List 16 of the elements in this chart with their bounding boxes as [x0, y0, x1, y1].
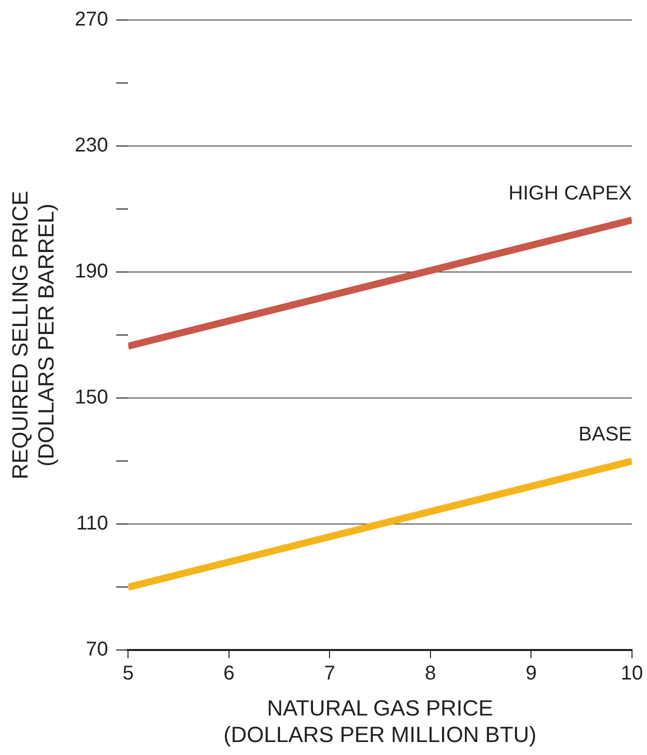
series-label: BASE: [578, 424, 632, 446]
x-tick-label: 7: [324, 662, 336, 685]
y-tick-label: 270: [74, 8, 108, 31]
x-axis-title: NATURAL GAS PRICE (DOLLARS PER MILLION BTU): [224, 695, 536, 747]
y-tick-label: 70: [86, 638, 108, 661]
x-tick-label: 10: [620, 662, 643, 685]
y-axis-title: REQUIRED SELLING PRICE (DOLLARS PER BARREL): [7, 190, 59, 480]
y-tick-label: 150: [74, 386, 108, 409]
y-tick-label: 230: [74, 134, 108, 157]
x-tick-label: 8: [424, 662, 436, 685]
x-tick-label: 9: [526, 662, 537, 685]
x-tick-label: 5: [122, 662, 134, 685]
y-tick-label: 110: [76, 512, 108, 535]
x-tick-label: 6: [223, 662, 234, 685]
y-tick-label: 190: [74, 260, 108, 283]
series-label: HIGH CAPEX: [508, 182, 632, 205]
